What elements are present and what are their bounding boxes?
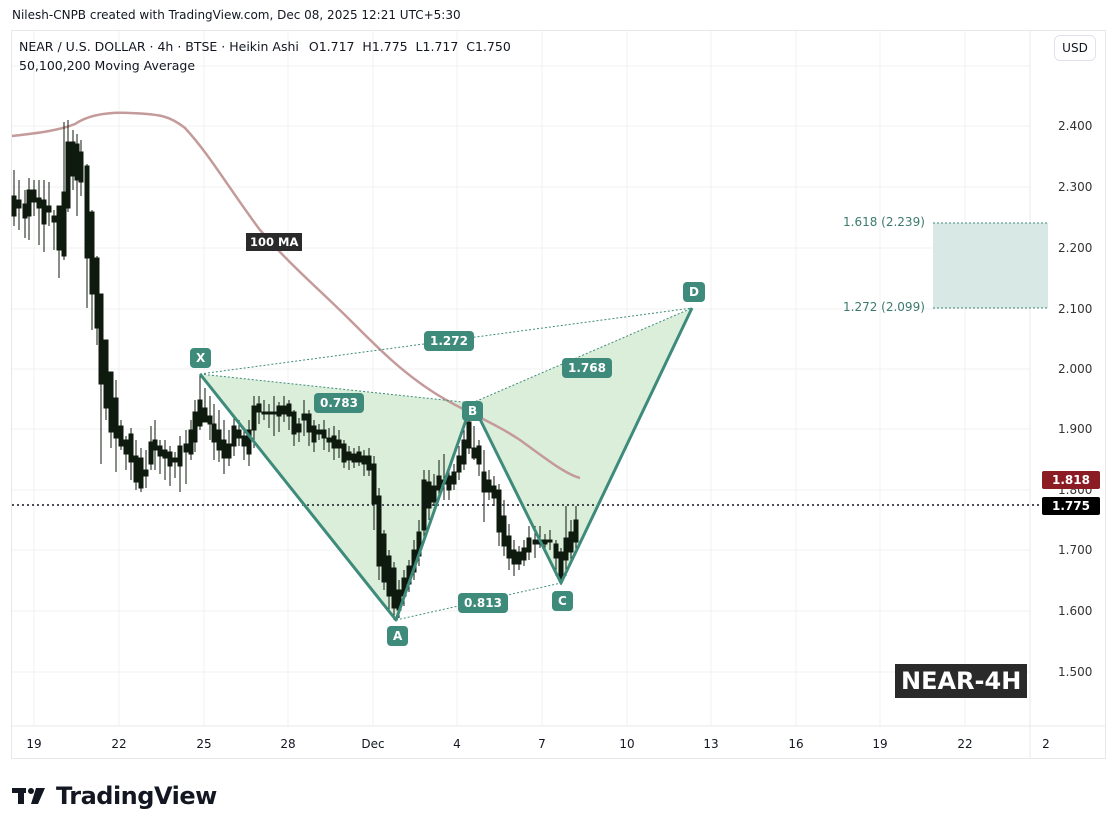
chart-frame — [11, 30, 1106, 759]
price-tick: 1.700 — [1058, 543, 1093, 557]
tradingview-logo-icon — [12, 788, 45, 804]
price-tick: 1.600 — [1058, 604, 1093, 618]
time-tick: 4 — [453, 737, 461, 751]
ma-100-label: 100 MA — [246, 233, 303, 251]
price-tick: 2.400 — [1058, 119, 1093, 133]
chart-credit: Nilesh-CNPB created with TradingView.com… — [12, 8, 461, 22]
xab-triangle — [200, 374, 472, 620]
ohlc-values: O1.717 H1.775 L1.717 C1.750 — [308, 39, 511, 54]
time-tick: 28 — [280, 737, 296, 751]
v-gridlines — [33, 31, 966, 726]
xd-ratio-label: 1.272 — [424, 331, 474, 351]
tradingview-logo-text: TradingView — [56, 782, 217, 810]
point-d-label[interactable]: D — [683, 282, 705, 302]
symbol-title: NEAR / U.S. DOLLAR · 4h · BTSE · Heikin … — [19, 39, 299, 54]
time-tick: 19 — [26, 737, 42, 751]
ma-price-badge: 1.818 — [1042, 471, 1100, 489]
time-tick: 22 — [957, 737, 973, 751]
point-b-label[interactable]: B — [462, 401, 484, 421]
h-gridlines — [12, 65, 1030, 673]
time-tick: 19 — [872, 737, 888, 751]
ac-ratio-label: 0.813 — [458, 593, 508, 613]
price-tick: 2.200 — [1058, 241, 1093, 255]
fib-1272-label: 1.272 (2.099) — [843, 300, 925, 314]
symbol-legend[interactable]: NEAR / U.S. DOLLAR · 4h · BTSE · Heikin … — [19, 39, 511, 54]
currency-button[interactable]: USD — [1054, 35, 1096, 61]
fib-1618-label: 1.618 (2.239) — [843, 215, 925, 229]
time-tick: 7 — [538, 737, 546, 751]
time-tick: 13 — [703, 737, 719, 751]
time-tick: 2 — [1042, 737, 1050, 751]
time-tick: 22 — [111, 737, 127, 751]
last-price-badge: 1.775 — [1042, 497, 1100, 515]
time-tick: 10 — [619, 737, 635, 751]
tradingview-logo[interactable]: TradingView — [12, 782, 217, 810]
indicator-legend[interactable]: 50,100,200 Moving Average — [19, 58, 196, 73]
price-tick: 2.100 — [1058, 302, 1093, 316]
xb-ratio-label: 0.783 — [314, 393, 364, 413]
bd-ratio-label: 1.768 — [562, 358, 612, 378]
point-a-label[interactable]: A — [387, 626, 409, 646]
watermark-label: NEAR-4H — [895, 664, 1028, 698]
point-c-label[interactable]: C — [552, 591, 573, 611]
xb-connector — [199, 373, 473, 404]
time-tick: 16 — [788, 737, 804, 751]
price-tick: 2.300 — [1058, 180, 1093, 194]
target-zone — [933, 223, 1048, 308]
price-tick: 1.500 — [1058, 665, 1093, 679]
price-tick: 2.000 — [1058, 362, 1093, 376]
bcd-triangle — [472, 308, 692, 583]
price-tick: 1.900 — [1058, 422, 1093, 436]
time-tick: Dec — [361, 737, 385, 751]
point-x-label[interactable]: X — [190, 348, 212, 368]
candles — [11, 120, 579, 620]
time-tick: 25 — [196, 737, 212, 751]
